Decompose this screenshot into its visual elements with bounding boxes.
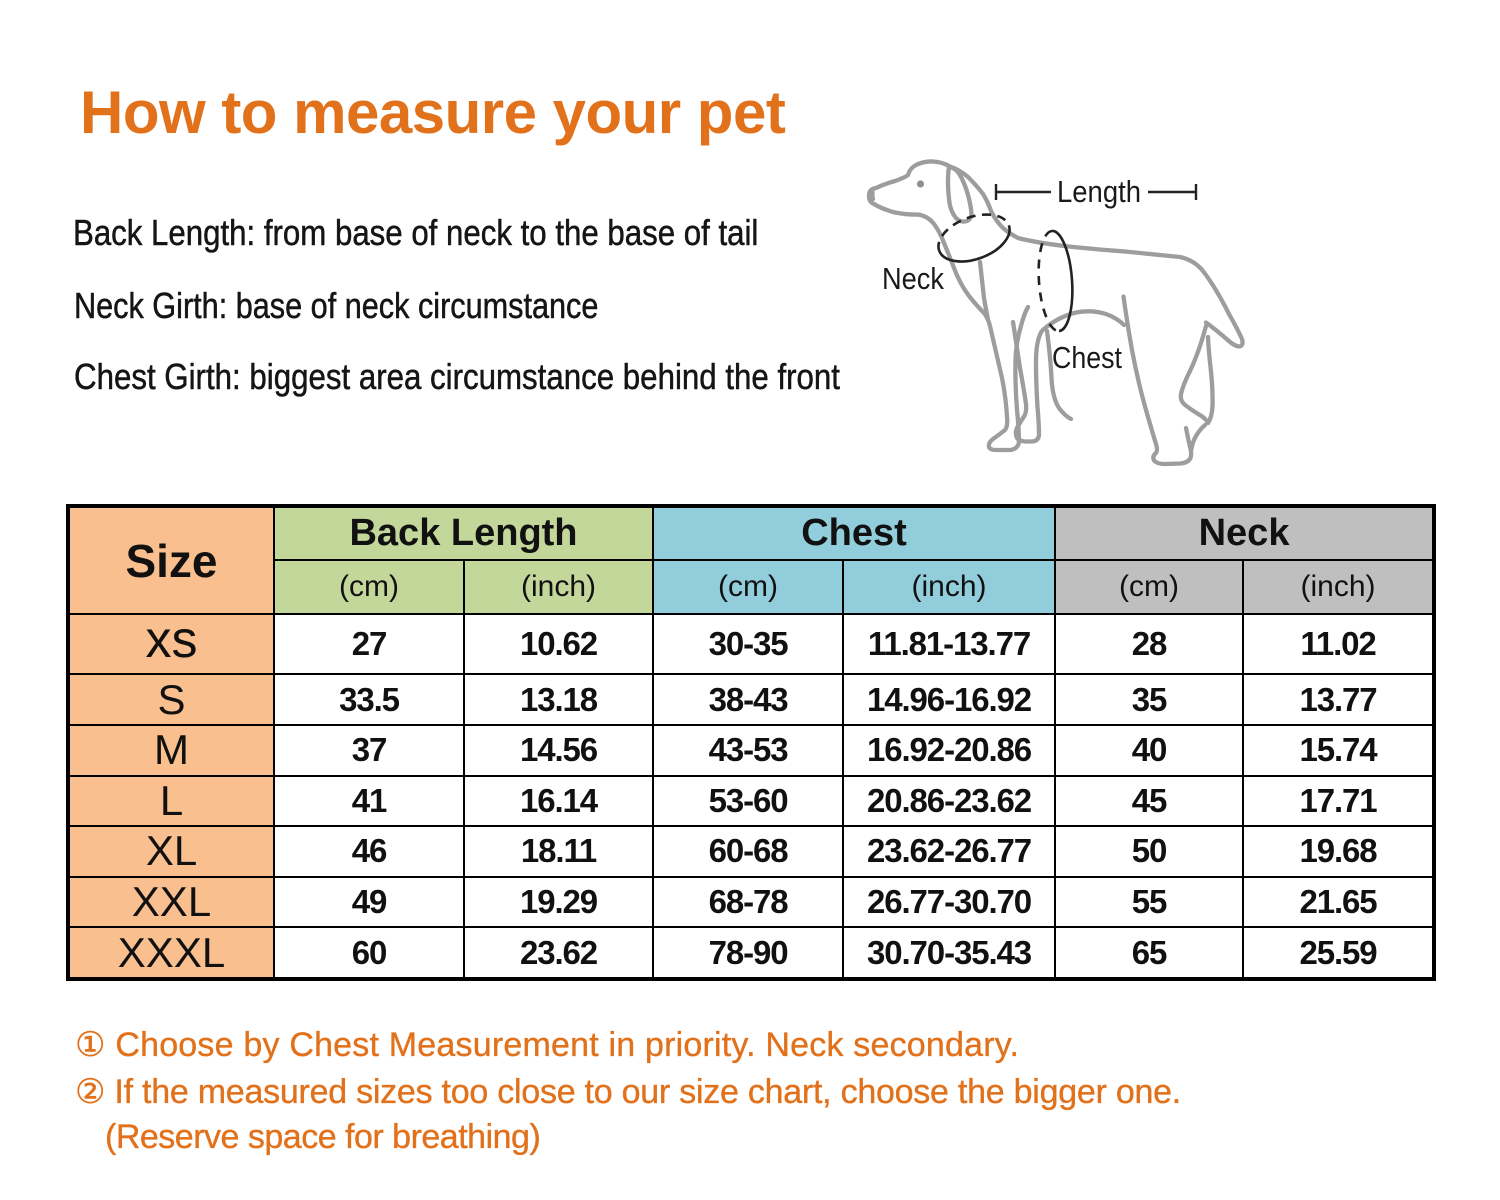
svg-text:Chest: Chest: [1052, 340, 1122, 375]
svg-text:Neck: Neck: [882, 261, 944, 296]
svg-text:Length: Length: [1057, 174, 1141, 209]
